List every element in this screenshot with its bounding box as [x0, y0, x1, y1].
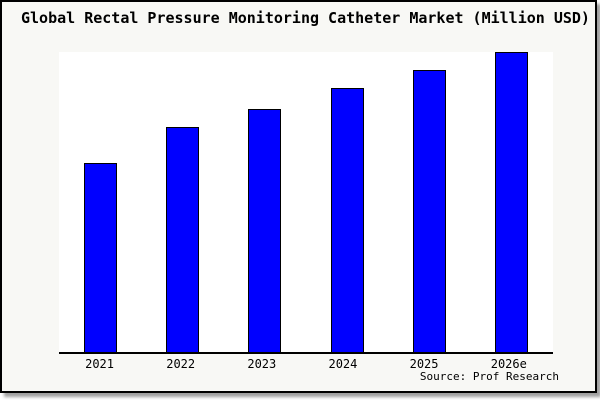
source-credit: Source: Prof Research: [419, 370, 559, 383]
bars: [59, 52, 553, 352]
bar-2025: [412, 70, 446, 352]
bar-2023: [248, 109, 282, 352]
bar-2021: [83, 163, 117, 352]
x-axis-ticks: 2021 2022 2023 2024 2025 2026e: [59, 357, 553, 371]
x-tick-2025: 2025: [409, 357, 439, 371]
bar-2026e: [495, 52, 529, 352]
chart-title: Global Rectal Pressure Monitoring Cathet…: [21, 9, 590, 27]
x-tick-2024: 2024: [328, 357, 358, 371]
x-tick-2021: 2021: [85, 357, 115, 371]
x-tick-2023: 2023: [247, 357, 277, 371]
x-tick-2022: 2022: [166, 357, 196, 371]
plot-area: [59, 52, 553, 354]
x-tick-2026e: 2026e: [490, 357, 527, 371]
chart-frame: Global Rectal Pressure Monitoring Cathet…: [0, 0, 597, 393]
bar-2024: [330, 88, 364, 352]
bar-2022: [165, 127, 199, 352]
